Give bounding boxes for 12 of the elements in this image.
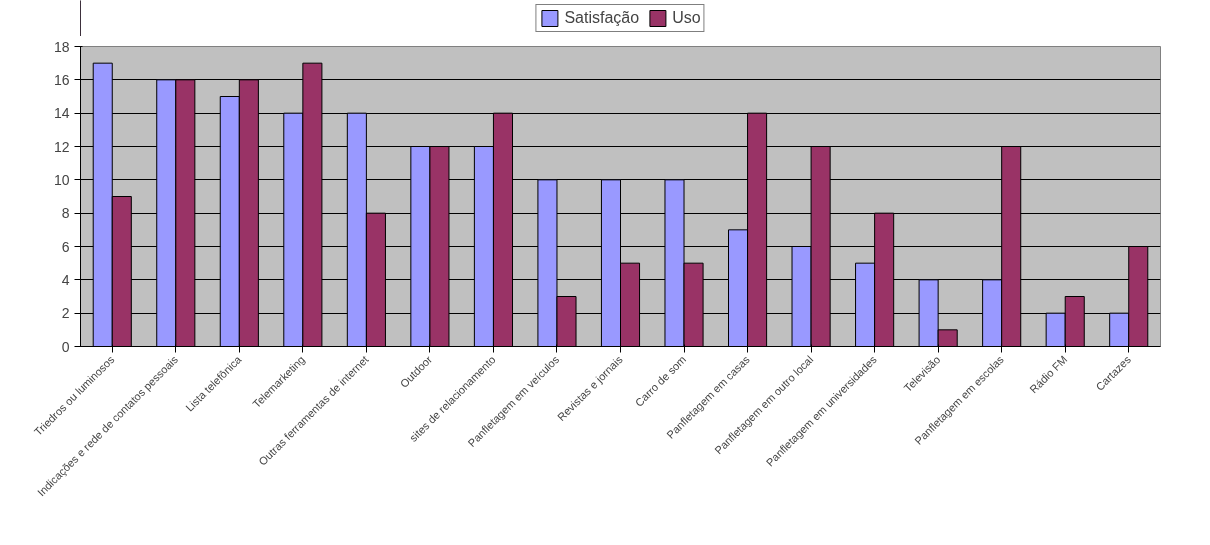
y-tick-label: 4 xyxy=(61,271,70,288)
y-tick-label: 2 xyxy=(61,305,70,322)
y-tick-label: 8 xyxy=(61,205,70,222)
y-tick-label: 6 xyxy=(61,238,70,255)
y-tick-label: 18 xyxy=(53,38,70,55)
legend-label: Uso xyxy=(672,9,701,27)
y-tick-label: 16 xyxy=(53,71,70,88)
legend-label: Satisfação xyxy=(564,9,640,27)
y-tick-label: 10 xyxy=(53,171,70,188)
y-tick-label: 12 xyxy=(53,138,70,155)
y-tick-label: 0 xyxy=(61,338,70,355)
y-tick-label: 14 xyxy=(53,105,70,122)
